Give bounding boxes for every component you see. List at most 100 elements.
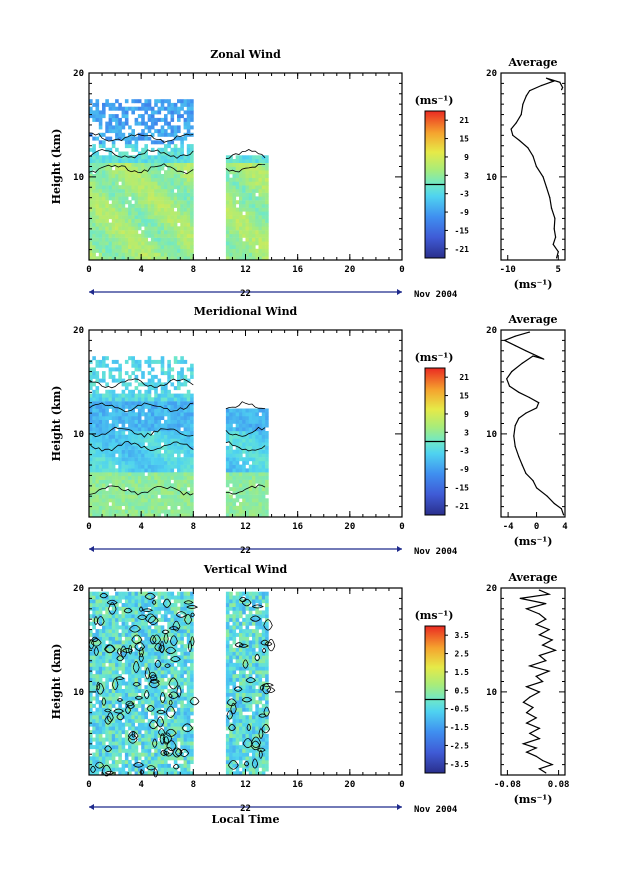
heatmap-cell [131, 252, 135, 257]
heatmap-cell [95, 151, 100, 156]
heatmap-cell [173, 490, 178, 495]
heatmap-cell [105, 99, 109, 104]
heatmap-cell [102, 475, 106, 480]
heatmap-cell [115, 651, 119, 656]
heatmap-cell [111, 222, 116, 227]
heatmap-cell [261, 159, 266, 163]
heatmap-cell [98, 393, 103, 398]
heatmap-cell [183, 434, 188, 439]
heatmap-cell [258, 222, 263, 227]
heatmap-cell [147, 457, 152, 462]
heatmap-cell [98, 632, 103, 637]
heatmap-cell [144, 226, 148, 231]
heatmap-cell [173, 386, 178, 391]
heatmap-cell [108, 196, 113, 201]
heatmap-cell [157, 733, 162, 738]
heatmap-cell [164, 681, 168, 686]
heatmap-cell [164, 502, 168, 506]
heatmap-cell [124, 200, 129, 205]
heatmap-cell [225, 614, 230, 619]
heatmap-cell [255, 218, 259, 223]
heatmap-cell [258, 505, 263, 510]
heatmap-cell [118, 752, 122, 757]
heatmap-cell [190, 591, 194, 596]
heatmap-cell [108, 737, 113, 742]
heatmap-cell [111, 226, 116, 231]
heatmap-cell [108, 505, 113, 510]
colorbar-tick-label: 15 [459, 135, 469, 144]
heatmap-cell [160, 218, 165, 223]
heatmap-cell [115, 666, 119, 671]
heatmap-cell [190, 745, 194, 750]
date-line-arrow-left [89, 546, 94, 552]
heatmap-cell [124, 404, 129, 409]
heatmap-cell [225, 737, 230, 742]
heatmap-cell [131, 174, 135, 178]
heatmap-cell [118, 614, 122, 619]
heatmap-cell [261, 177, 266, 182]
heatmap-cell [102, 449, 106, 454]
heatmap-cell [180, 140, 184, 145]
heatmap-cell [245, 453, 250, 458]
heatmap-cell [137, 670, 142, 675]
heatmap-cell [115, 606, 119, 611]
heatmap-cell [131, 371, 135, 376]
heatmap-cell [164, 651, 168, 656]
heatmap-cell [225, 453, 230, 458]
heatmap-cell [141, 509, 145, 514]
heatmap-cell [164, 696, 168, 701]
heatmap-cell [154, 748, 158, 753]
profile-point [514, 445, 516, 447]
heatmap-cell [108, 494, 113, 499]
heatmap-cell [180, 662, 184, 667]
contour-lines [88, 132, 266, 175]
heatmap-cell [131, 412, 135, 417]
heatmap-cell [190, 659, 194, 664]
heatmap-cell [134, 218, 139, 223]
heatmap-cell [89, 393, 93, 398]
heatmap-cell [258, 248, 263, 253]
heatmap-cell [137, 241, 142, 246]
heatmap-cell [121, 419, 126, 424]
heatmap-cell [183, 185, 188, 190]
heatmap-cell [105, 445, 109, 450]
heatmap-cell [147, 129, 152, 134]
heatmap-cell [252, 170, 256, 175]
heatmap-cell [134, 771, 139, 776]
heatmap-cell [160, 445, 165, 450]
heatmap-cell [180, 741, 184, 746]
heatmap-cell [89, 159, 93, 163]
heatmap-cell [115, 752, 119, 757]
contour-line [88, 163, 194, 175]
heatmap-cell [170, 382, 175, 387]
heatmap-cell [232, 502, 237, 506]
heatmap-cell [183, 715, 188, 720]
heatmap-cell [157, 718, 162, 723]
heatmap-cell [170, 147, 175, 152]
heatmap-cell [160, 591, 165, 596]
heatmap-cell [115, 502, 119, 506]
heatmap-cell [102, 222, 106, 227]
heatmap-cell [183, 230, 188, 235]
heatmap-cell [235, 211, 240, 216]
heatmap-cell [180, 371, 184, 376]
heatmap-cell [150, 457, 155, 462]
heatmap-cell [225, 647, 230, 652]
heatmap-cell [124, 185, 129, 190]
heatmap-cell [118, 256, 122, 261]
heatmap-cell [128, 700, 132, 705]
heatmap-cell [248, 427, 253, 432]
heatmap-cell [150, 487, 155, 492]
heatmap-cell [183, 468, 188, 473]
heatmap-cell [186, 245, 191, 249]
heatmap-cell [144, 677, 148, 682]
heatmap-cell [95, 715, 100, 720]
heatmap-cell [190, 494, 194, 499]
heatmap-cell [229, 188, 233, 193]
heatmap-cell [134, 707, 139, 712]
heatmap-cell [190, 151, 194, 156]
heatmap-cell [160, 505, 165, 510]
heatmap-cell [190, 211, 194, 216]
heatmap-cell [180, 185, 184, 190]
heatmap-cell [102, 114, 106, 119]
